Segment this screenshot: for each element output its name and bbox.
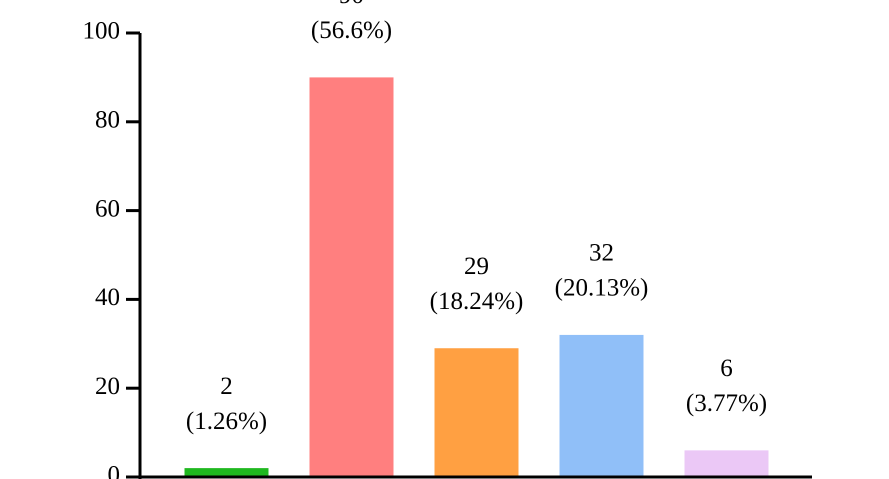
bar [434,348,519,477]
y-tick-label: 100 [83,18,121,45]
y-tick-label: 20 [95,373,120,400]
value-label: 6 [720,355,733,382]
bar [559,334,644,477]
bar [309,77,394,478]
percent-label: (1.26%) [186,408,267,435]
value-label: 32 [589,240,614,267]
y-tick-label: 60 [95,195,120,222]
percent-label: (56.6%) [311,17,392,44]
value-label: 2 [220,373,233,400]
bar [684,450,769,477]
y-tick-label: 80 [95,107,120,134]
bar [184,468,269,477]
y-tick-label: 0 [108,462,121,479]
value-label: 29 [464,253,489,280]
y-tick-label: 40 [95,284,120,311]
percent-label: (20.13%) [555,275,649,302]
percent-label: (18.24%) [430,288,524,315]
percent-label: (3.77%) [686,390,767,417]
value-label: 90 [339,0,364,9]
